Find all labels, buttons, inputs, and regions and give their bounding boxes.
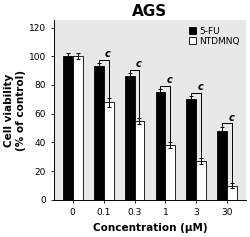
Text: c: c	[229, 113, 234, 123]
Text: c: c	[167, 75, 173, 85]
Bar	[227, 186, 237, 200]
Y-axis label: Cell viability
(% of control): Cell viability (% of control)	[4, 70, 26, 151]
Bar	[63, 56, 73, 200]
Bar	[125, 76, 134, 200]
Bar	[217, 131, 227, 200]
Title: AGS: AGS	[132, 4, 168, 19]
Bar	[94, 66, 104, 200]
Bar	[134, 121, 144, 200]
X-axis label: Concentration (μM): Concentration (μM)	[93, 223, 207, 233]
Bar	[104, 102, 114, 200]
Text: c: c	[136, 59, 142, 69]
Bar	[186, 99, 196, 200]
Bar	[73, 56, 83, 200]
Legend: 5-FU, NTDMNQ: 5-FU, NTDMNQ	[187, 25, 241, 48]
Bar	[196, 161, 206, 200]
Bar	[166, 145, 175, 200]
Text: c: c	[198, 82, 203, 92]
Text: c: c	[105, 50, 111, 59]
Bar	[156, 92, 166, 200]
